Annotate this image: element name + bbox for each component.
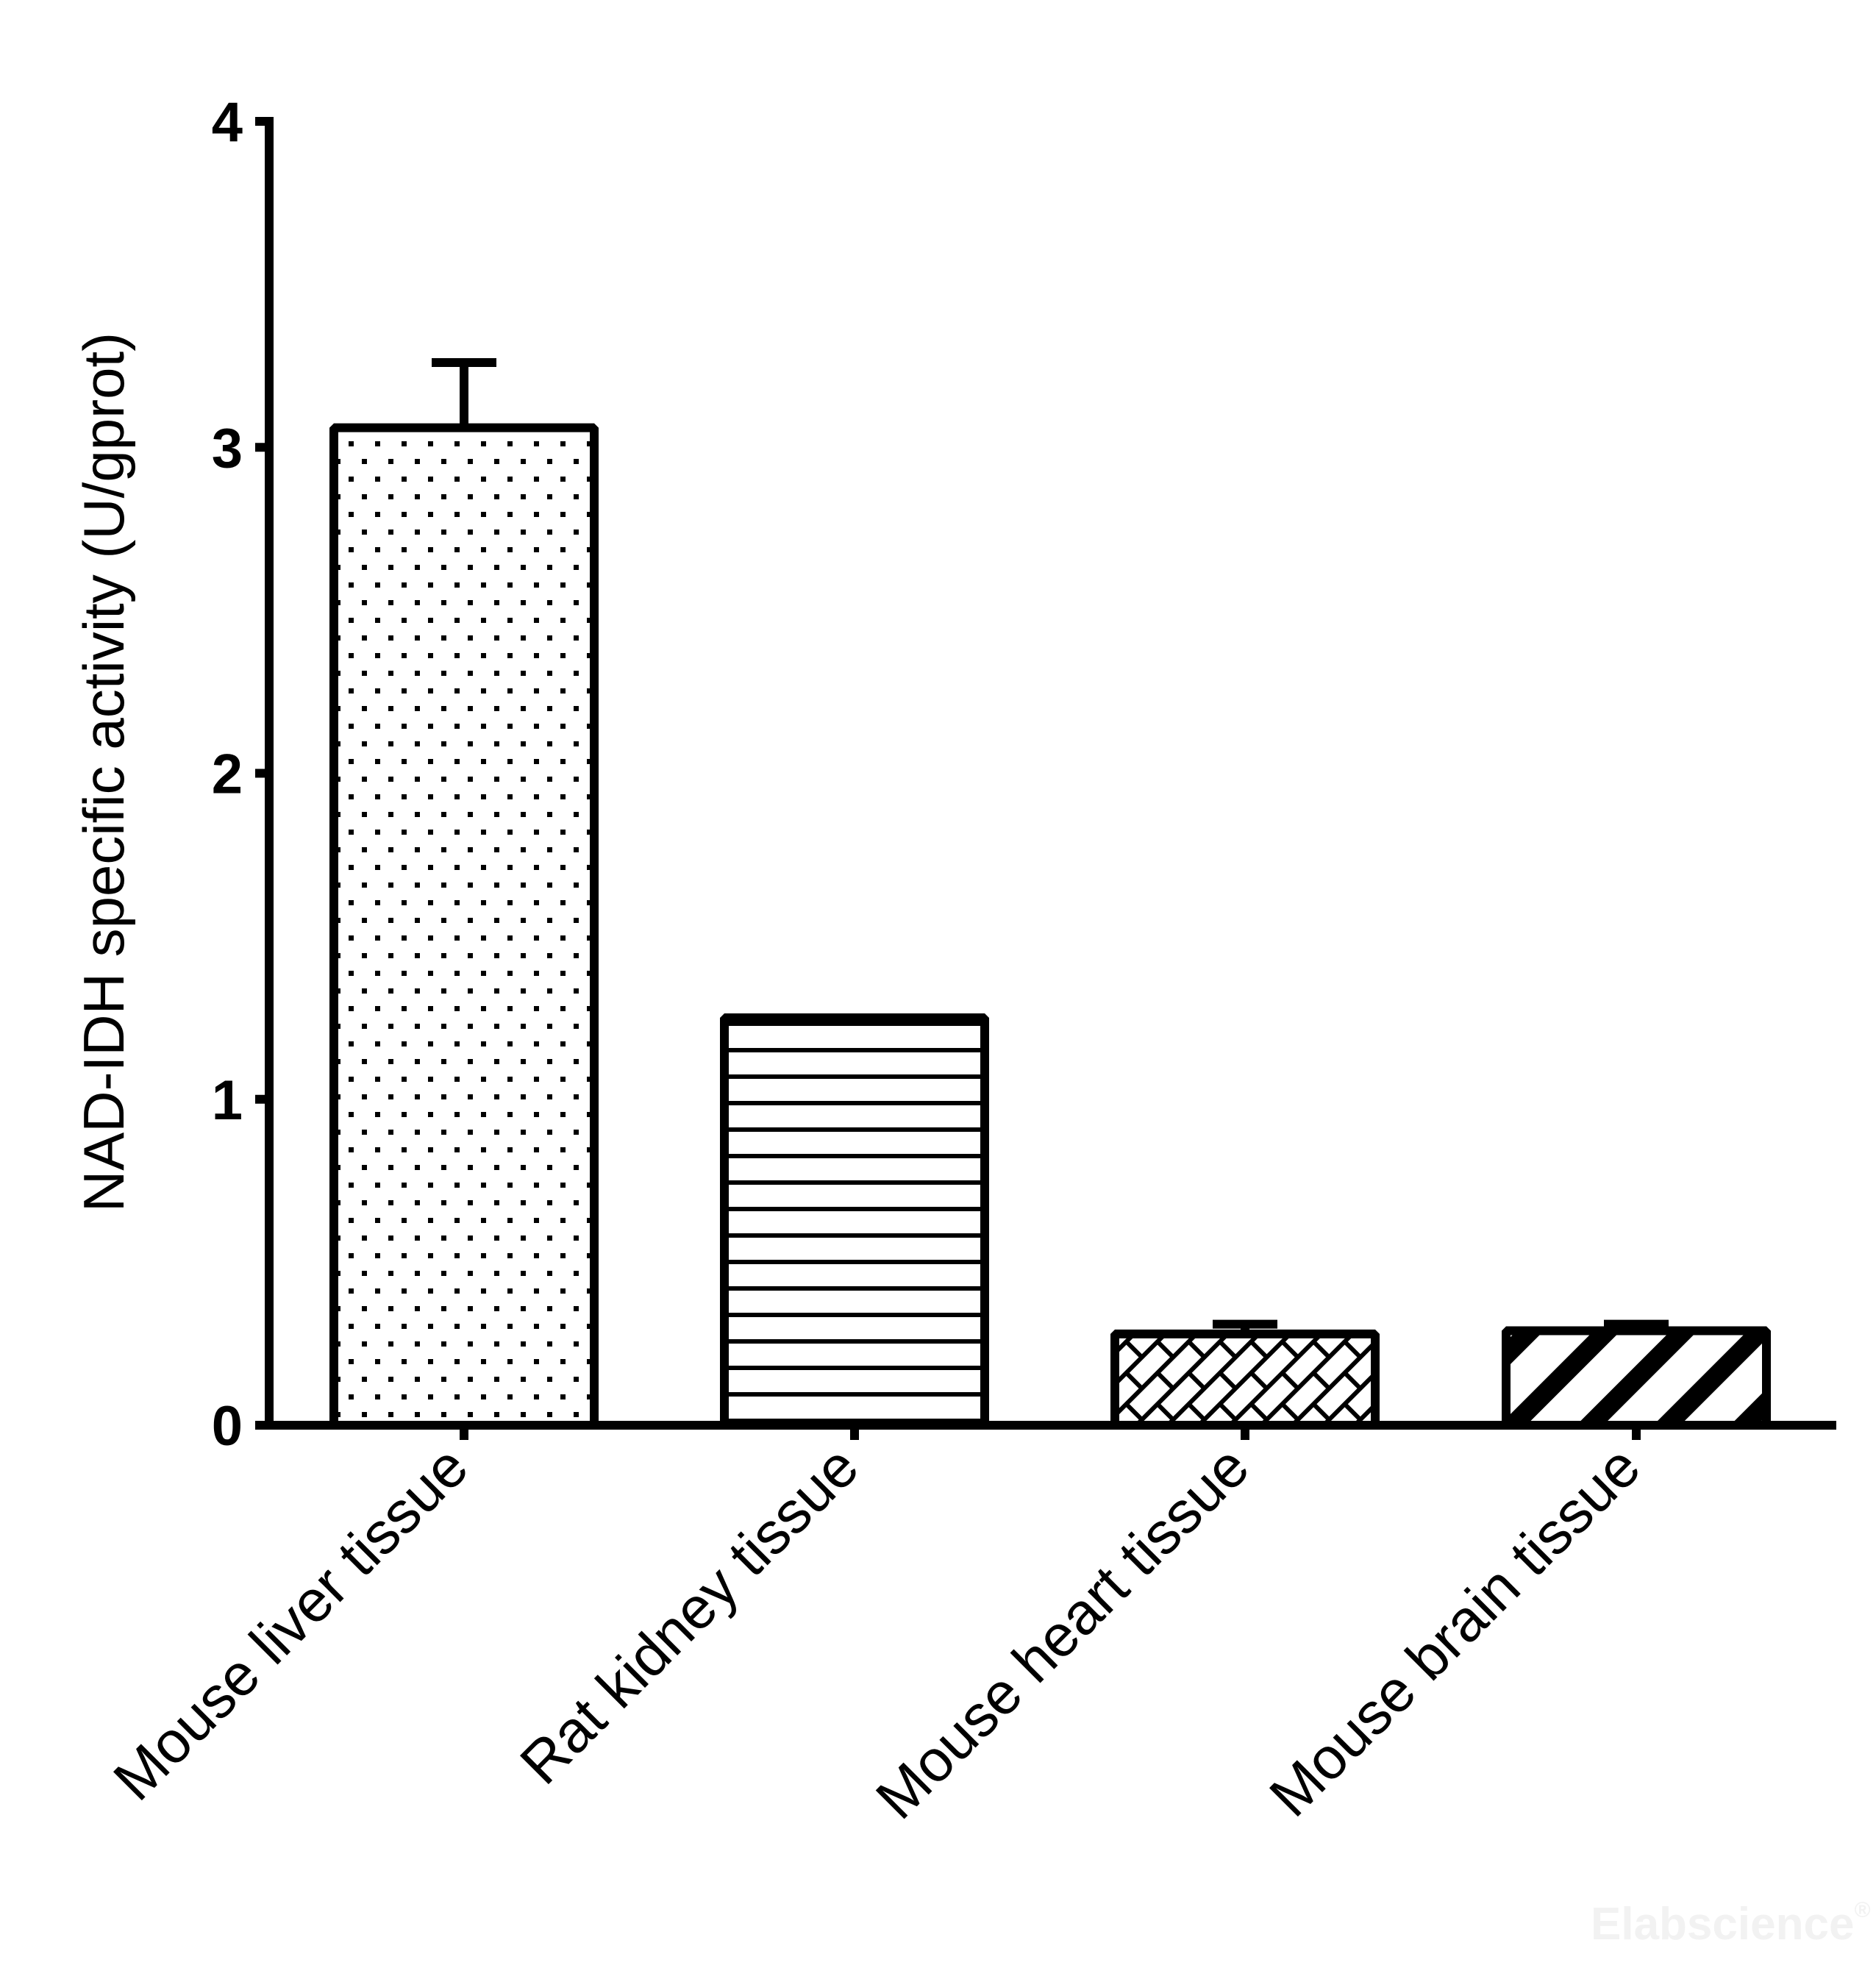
y-axis-title: NAD-IDH specific activity (U/gprot) bbox=[71, 332, 136, 1212]
bar-rect bbox=[1110, 1329, 1380, 1430]
bar-mouse-liver-tissue bbox=[329, 358, 599, 1430]
x-category-label: Mouse liver tissue bbox=[101, 1433, 480, 1813]
bar-mouse-brain-tissue bbox=[1502, 1319, 1771, 1430]
bar-rect bbox=[329, 423, 599, 1430]
watermark: Elabscience® bbox=[1591, 1898, 1871, 1950]
x-axis-labels: Mouse liver tissue Rat kidney tissueMouse… bbox=[101, 1433, 1652, 1831]
bars-group bbox=[329, 358, 1771, 1440]
y-tick-label: 1 bbox=[212, 1069, 243, 1132]
bar-rect bbox=[1502, 1326, 1771, 1430]
y-tick-label: 3 bbox=[212, 417, 243, 479]
x-category-label: Mouse heart tissue bbox=[863, 1433, 1261, 1831]
x-category-label: Rat kidney tissue bbox=[507, 1433, 871, 1797]
y-axis-ticks: 0 1 2 3 4 bbox=[212, 91, 269, 1458]
bar-mouse-heart-tissue bbox=[1110, 1319, 1380, 1430]
y-tick-label: 4 bbox=[212, 91, 243, 154]
bar-rat-kidney-tissue bbox=[720, 1013, 989, 1430]
bar-rect bbox=[720, 1013, 989, 1430]
y-tick-label: 0 bbox=[212, 1395, 243, 1458]
y-tick-label: 2 bbox=[212, 744, 243, 806]
x-category-label: Mouse brain tissue bbox=[1257, 1433, 1652, 1829]
